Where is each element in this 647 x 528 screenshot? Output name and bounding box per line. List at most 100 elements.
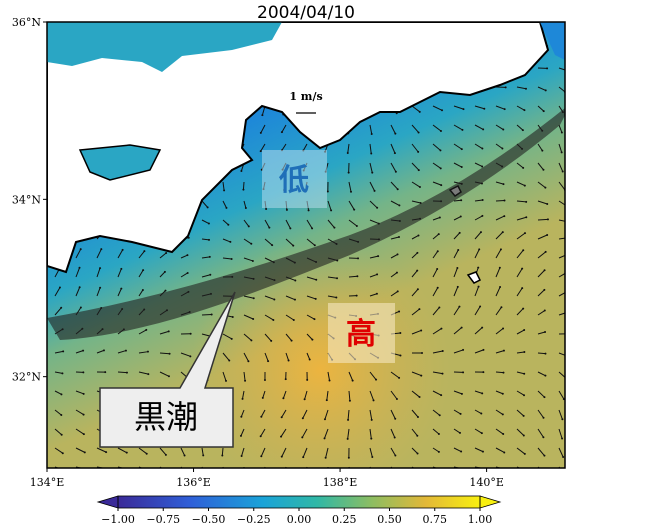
vector-head [481, 450, 484, 453]
vector-head [83, 451, 86, 454]
vector-head [62, 350, 65, 353]
vector [281, 409, 287, 418]
vector [201, 238, 210, 241]
vector-head [542, 436, 545, 439]
vector-head [417, 169, 420, 172]
vector [516, 351, 525, 354]
vector-head [104, 371, 107, 374]
vector-head [479, 231, 482, 234]
vector [390, 253, 398, 259]
vector [453, 143, 463, 150]
vector-head [349, 190, 352, 193]
kuroshio-path [47, 108, 565, 340]
vector [411, 330, 422, 335]
vector [304, 390, 308, 400]
vector [302, 447, 308, 458]
vector [243, 371, 246, 381]
vector-head [567, 48, 569, 50]
vector-head [228, 359, 231, 362]
vector [411, 447, 418, 454]
vector-head [247, 225, 250, 228]
vector [285, 238, 294, 246]
vector [432, 217, 441, 221]
vector-head [399, 354, 402, 357]
vector-head [259, 435, 262, 438]
vector-head [263, 378, 266, 381]
vector-head [302, 456, 305, 459]
vector [138, 289, 144, 297]
vector-head [121, 248, 124, 251]
vector-head [348, 399, 351, 402]
vector-head [303, 398, 306, 401]
vector-head [460, 199, 463, 202]
vector-head [125, 371, 128, 374]
high-box [328, 303, 395, 363]
vector-head [259, 131, 262, 134]
vector [432, 328, 442, 335]
kuroshio-label: 黒潮 [134, 399, 198, 435]
vector [474, 143, 483, 149]
vector-head [458, 431, 461, 434]
vector [390, 200, 400, 206]
vector-head [440, 184, 443, 187]
vector-head [377, 255, 380, 258]
vector-head [163, 270, 166, 273]
vector [390, 428, 396, 438]
vector-head [441, 109, 444, 112]
vector-head [260, 455, 263, 458]
vector [262, 390, 266, 398]
vector-head [417, 131, 420, 134]
vector [516, 390, 525, 396]
vector [558, 428, 563, 439]
vector [537, 390, 545, 398]
vector [495, 328, 504, 335]
vector-head [502, 183, 505, 186]
axes: 36°N 34°N 32°N 134°E 136°E 138°E 140°E [12, 16, 504, 489]
vector [390, 291, 399, 297]
vector-head [292, 244, 295, 247]
vector [138, 329, 147, 335]
vector-head [396, 290, 399, 293]
vector-head [262, 475, 264, 477]
vector [453, 306, 460, 316]
vector-head [102, 349, 105, 352]
vector [516, 232, 526, 240]
vector [411, 270, 418, 278]
vector [558, 390, 565, 400]
vector-head [437, 233, 440, 236]
vector-head [287, 359, 290, 362]
vector-head [418, 110, 421, 113]
vector [453, 199, 462, 202]
vector [347, 143, 350, 154]
vector-head [462, 108, 465, 111]
vector-head [225, 206, 228, 209]
vector [432, 268, 438, 278]
high-label: 高 [346, 318, 376, 351]
vector [285, 333, 292, 341]
vector [75, 447, 85, 453]
vector [537, 447, 545, 456]
vector-head [346, 437, 349, 440]
vector [54, 307, 62, 316]
vector [159, 371, 170, 377]
vector [474, 215, 483, 221]
vector [558, 219, 565, 222]
vector-head [567, 253, 569, 255]
vector-head [460, 392, 463, 395]
vector-head [259, 150, 262, 153]
vector-head [313, 244, 316, 247]
colorbar-tick-label: 0.25 [332, 513, 357, 526]
vector [348, 181, 352, 192]
vector-head [268, 226, 271, 229]
vector-head [482, 371, 485, 374]
vector [242, 390, 245, 399]
vector-head [373, 189, 376, 192]
vector [516, 447, 526, 455]
vector [558, 86, 565, 93]
vector [117, 268, 122, 278]
kuroshio-callout [99, 291, 236, 448]
vector [558, 352, 565, 356]
lon-tick-label: 134°E [30, 476, 65, 489]
vector-head [227, 223, 230, 226]
vector-head [501, 147, 504, 150]
